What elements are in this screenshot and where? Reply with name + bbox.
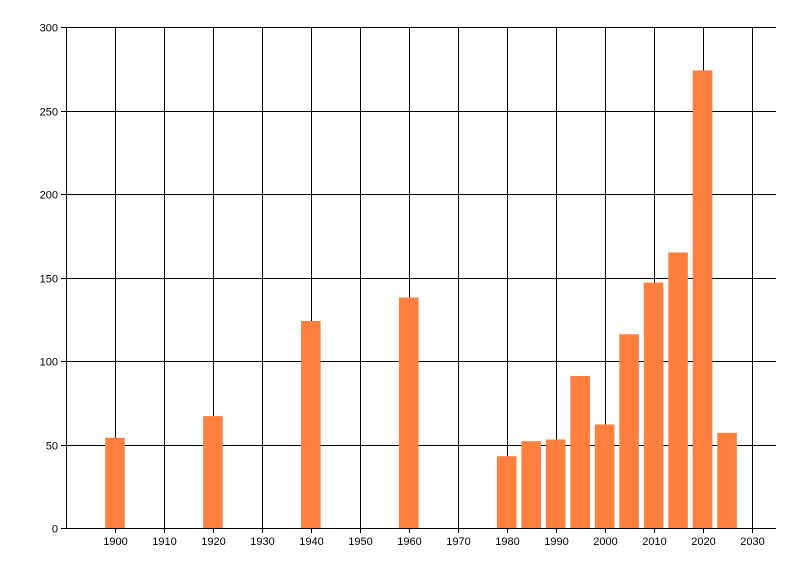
x-tick-label: 1950 <box>348 536 372 548</box>
bar-1995 <box>570 376 590 528</box>
x-tick-label: 2020 <box>691 536 715 548</box>
x-tick-label: 1920 <box>201 536 225 548</box>
bar-2015 <box>668 252 688 528</box>
axes <box>61 27 776 533</box>
bar-1990 <box>545 439 566 528</box>
bar-1900 <box>105 437 125 528</box>
x-tick-label: 1900 <box>103 536 127 548</box>
x-tick-label: 2010 <box>642 536 666 548</box>
bar-1980 <box>496 456 517 528</box>
bar-1985 <box>521 441 541 528</box>
bar-1960 <box>398 297 419 528</box>
x-tick-label: 2000 <box>593 536 617 548</box>
bar-2020 <box>692 70 713 529</box>
x-tick-label: 1910 <box>152 536 176 548</box>
bar-1940 <box>301 320 321 528</box>
grid-lines <box>66 27 776 528</box>
y-tick-label: 300 <box>40 23 58 35</box>
x-tick-label: 1970 <box>446 536 470 548</box>
y-tick-label: 250 <box>40 107 58 119</box>
bar-1920 <box>203 416 223 528</box>
x-tick-label: 2030 <box>740 536 764 548</box>
x-tick-label: 1940 <box>299 536 323 548</box>
bar-2025 <box>717 432 737 528</box>
x-tick-label: 1980 <box>495 536 519 548</box>
bar-2000 <box>594 424 615 528</box>
x-tick-label: 1930 <box>250 536 274 548</box>
y-tick-label: 150 <box>40 274 58 286</box>
x-tick-label: 1960 <box>397 536 421 548</box>
tick-labels: 0 50 100 150 200 250 300 1900 1910 1920 1930 1940 19… <box>40 23 765 549</box>
x-tick-label: 1990 <box>544 536 568 548</box>
y-tick-label: 100 <box>40 357 58 369</box>
y-tick-label: 200 <box>40 190 58 202</box>
bar-2010 <box>643 282 664 528</box>
y-tick-label: 0 <box>52 524 58 536</box>
bars <box>105 70 737 529</box>
y-tick-label: 50 <box>46 441 58 453</box>
bar-2005 <box>619 334 639 528</box>
